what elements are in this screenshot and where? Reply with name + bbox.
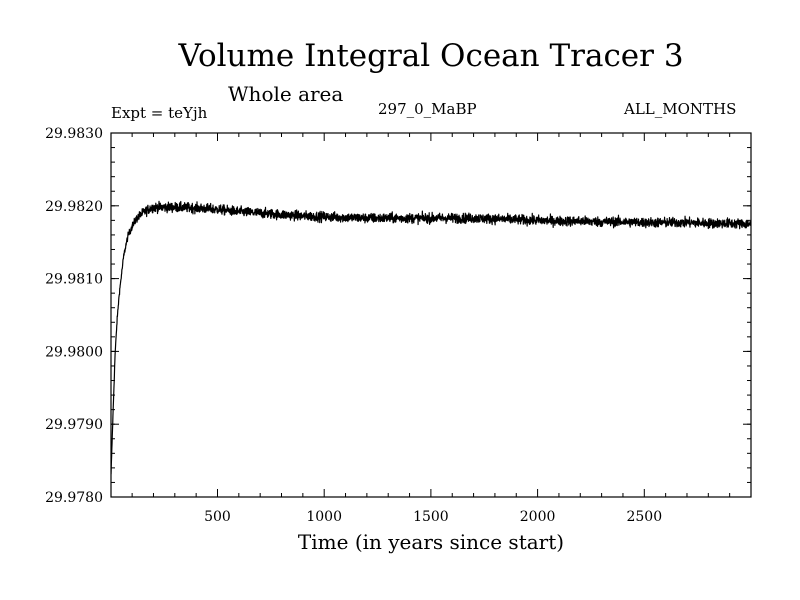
x-tick-label: 500 — [204, 509, 231, 525]
plot-frame — [110, 132, 752, 498]
x-tick-label: 2500 — [626, 509, 662, 525]
run-label: 297_0_MaBP — [378, 100, 477, 118]
series-line — [111, 200, 751, 475]
axis-tick-labels: 500 1000 1500 2000 2500 29.9780 29.9790 29.9800… — [45, 126, 662, 525]
x-tick-label: 2000 — [520, 509, 556, 525]
chart-title: Volume Integral Ocean Tracer 3 — [178, 38, 684, 74]
y-tick-label: 29.9800 — [45, 344, 103, 360]
y-tick-label: 29.9810 — [45, 272, 103, 288]
y-tick-label: 29.9780 — [45, 490, 103, 506]
x-axis-label: Time (in years since start) — [297, 530, 565, 554]
axis-ticks — [111, 132, 751, 498]
x-tick-label: 1500 — [413, 509, 449, 525]
x-tick-label: 1000 — [306, 509, 342, 525]
chart-subtitle: Whole area — [228, 82, 344, 106]
y-tick-label: 29.9830 — [45, 126, 103, 142]
y-tick-label: 29.9790 — [45, 417, 103, 433]
experiment-label: Expt = teYjh — [111, 104, 208, 122]
period-label: ALL_MONTHS — [624, 100, 737, 118]
y-tick-label: 29.9820 — [45, 199, 103, 215]
